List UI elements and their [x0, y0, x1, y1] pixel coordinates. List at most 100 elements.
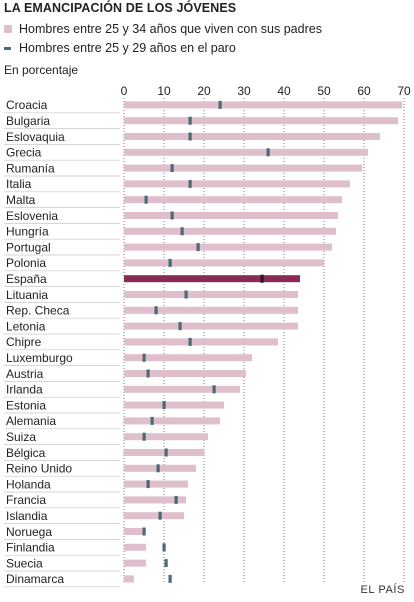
bar — [124, 306, 298, 314]
bar — [124, 259, 324, 267]
bar — [124, 496, 186, 504]
category-label: Polonia — [6, 256, 46, 270]
category-label: Bulgaria — [6, 114, 50, 128]
category-label: Malta — [6, 193, 36, 207]
legend-label-marks: Hombres entre 25 y 29 años en el paro — [19, 41, 236, 55]
unemployment-marker — [188, 116, 192, 125]
legend-swatch-bars — [4, 25, 12, 33]
x-tick-label: 40 — [277, 84, 291, 98]
bar — [124, 338, 278, 346]
unemployment-marker — [164, 448, 168, 457]
category-label: Grecia — [6, 146, 42, 160]
bar — [124, 464, 196, 472]
legend-item-marks: Hombres entre 25 y 29 años en el paro — [4, 41, 236, 55]
bar — [124, 449, 204, 456]
category-label: Suiza — [6, 430, 36, 444]
category-label: Holanda — [6, 477, 51, 491]
bar — [124, 291, 298, 298]
chart-title: LA EMANCIPACIÓN DE LOS JÓVENES — [4, 1, 237, 15]
unemployment-marker — [196, 243, 200, 252]
category-label: Hungría — [6, 225, 49, 239]
category-label: Luxemburgo — [6, 351, 73, 365]
category-label: Lituania — [6, 288, 48, 302]
unemployment-marker — [142, 527, 146, 536]
category-label: Eslovaquia — [6, 130, 65, 144]
unemployment-marker — [142, 432, 146, 441]
category-label: Rumanía — [6, 161, 55, 175]
x-tick-label: 70 — [397, 84, 411, 98]
category-label: España — [6, 272, 47, 286]
bar — [124, 543, 146, 551]
unemployment-marker — [154, 306, 158, 315]
unemployment-marker — [188, 179, 192, 188]
unemployment-marker — [266, 148, 270, 157]
bar — [124, 417, 220, 425]
category-label: Noruega — [6, 525, 52, 539]
x-tick-label: 30 — [237, 84, 251, 98]
unemployment-marker — [212, 385, 216, 394]
x-tick-label: 20 — [197, 84, 211, 98]
x-tick-label: 50 — [317, 84, 331, 98]
bar — [124, 212, 338, 219]
bar — [124, 180, 350, 188]
category-label: Croacia — [6, 98, 48, 112]
x-tick-label: 0 — [121, 84, 128, 98]
bar — [124, 164, 362, 172]
bar — [124, 528, 144, 535]
unemployment-marker — [184, 290, 188, 299]
unemployment-marker — [162, 543, 166, 552]
unemployment-marker — [188, 337, 192, 346]
category-label: Estonia — [6, 398, 46, 412]
category-label: Alemania — [6, 414, 56, 428]
bar — [124, 480, 188, 488]
unit-label: En porcentaje — [4, 63, 79, 77]
bar — [124, 322, 298, 330]
unemployment-marker — [150, 416, 154, 425]
bar — [124, 385, 240, 393]
unemployment-marker — [144, 195, 148, 204]
category-label: Letonia — [6, 319, 46, 333]
unemployment-marker — [156, 464, 160, 473]
category-label: Portugal — [6, 240, 51, 254]
category-label: Eslovenia — [6, 209, 58, 223]
category-label: Rep. Checa — [6, 304, 70, 318]
unemployment-marker — [180, 227, 184, 236]
x-tick-label: 10 — [157, 84, 171, 98]
bar — [124, 433, 208, 441]
unemployment-marker — [188, 132, 192, 141]
unemployment-marker — [174, 495, 178, 504]
unemployment-marker — [158, 511, 162, 520]
unemployment-marker — [168, 574, 172, 583]
category-label: Italia — [6, 177, 32, 191]
bar — [124, 512, 184, 520]
bar — [124, 243, 332, 251]
category-label: Chipre — [6, 335, 42, 349]
category-label: Austria — [6, 367, 44, 381]
unemployment-marker — [162, 401, 166, 410]
bar — [124, 148, 368, 156]
x-tick-label: 60 — [357, 84, 371, 98]
legend-label-bars: Hombres entre 25 y 34 años que viven con… — [19, 22, 322, 36]
legend-item-bars: Hombres entre 25 y 34 años que viven con… — [4, 22, 322, 36]
unemployment-marker — [260, 274, 264, 283]
bar — [124, 401, 224, 409]
legend-swatch-marks — [4, 46, 11, 50]
bar — [124, 559, 146, 567]
bar — [124, 101, 402, 109]
category-label: Finlandia — [6, 541, 55, 555]
unemployment-marker — [178, 322, 182, 331]
unemployment-marker — [146, 369, 150, 378]
unemployment-marker — [142, 353, 146, 362]
unemployment-marker — [146, 480, 150, 489]
category-label: Reino Unido — [6, 462, 72, 476]
category-label: Dinamarca — [6, 572, 64, 586]
category-label: Irlanda — [6, 383, 43, 397]
unemployment-marker — [218, 100, 222, 109]
category-label: Francia — [6, 493, 46, 507]
bar — [124, 117, 398, 125]
category-label: Bélgica — [6, 446, 46, 460]
bar — [124, 227, 336, 235]
bar — [124, 196, 342, 204]
unemployment-marker — [168, 258, 172, 267]
